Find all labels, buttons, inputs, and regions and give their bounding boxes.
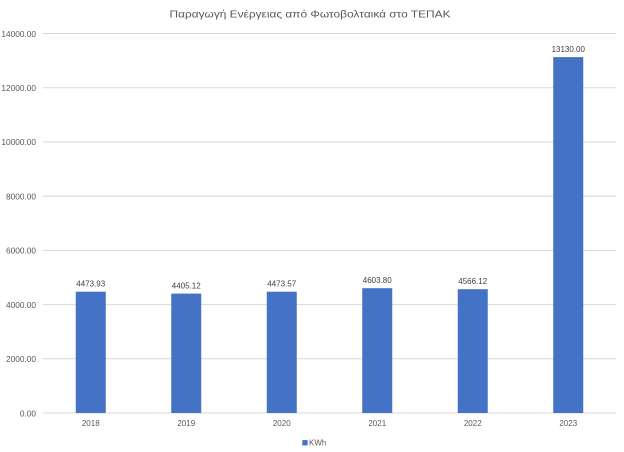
svg-text:14000.00: 14000.00 bbox=[1, 29, 36, 39]
svg-text:2019: 2019 bbox=[177, 419, 195, 428]
svg-text:2021: 2021 bbox=[368, 419, 386, 428]
svg-text:4473.57: 4473.57 bbox=[267, 279, 296, 288]
svg-text:2018: 2018 bbox=[82, 419, 100, 428]
svg-text:4473.93: 4473.93 bbox=[76, 279, 105, 288]
svg-text:0.00: 0.00 bbox=[20, 408, 37, 418]
svg-text:2023: 2023 bbox=[559, 419, 577, 428]
svg-text:4405.12: 4405.12 bbox=[172, 281, 201, 290]
svg-text:4603.80: 4603.80 bbox=[363, 276, 392, 285]
svg-text:2020: 2020 bbox=[273, 419, 291, 428]
svg-text:2022: 2022 bbox=[464, 419, 482, 428]
svg-text:12000.00: 12000.00 bbox=[1, 83, 36, 93]
svg-text:Παραγωγή Ενέργειας από Φωτοβολ: Παραγωγή Ενέργειας από Φωτοβολταικά στο … bbox=[170, 8, 451, 20]
svg-text:13130.00: 13130.00 bbox=[552, 45, 586, 54]
svg-text:10000.00: 10000.00 bbox=[1, 137, 36, 147]
svg-text:4566.12: 4566.12 bbox=[458, 277, 487, 286]
svg-text:KWh: KWh bbox=[309, 439, 326, 448]
svg-text:8000.00: 8000.00 bbox=[6, 192, 36, 202]
svg-text:4000.00: 4000.00 bbox=[6, 300, 36, 310]
svg-text:6000.00: 6000.00 bbox=[6, 246, 36, 256]
svg-text:2000.00: 2000.00 bbox=[6, 354, 36, 364]
